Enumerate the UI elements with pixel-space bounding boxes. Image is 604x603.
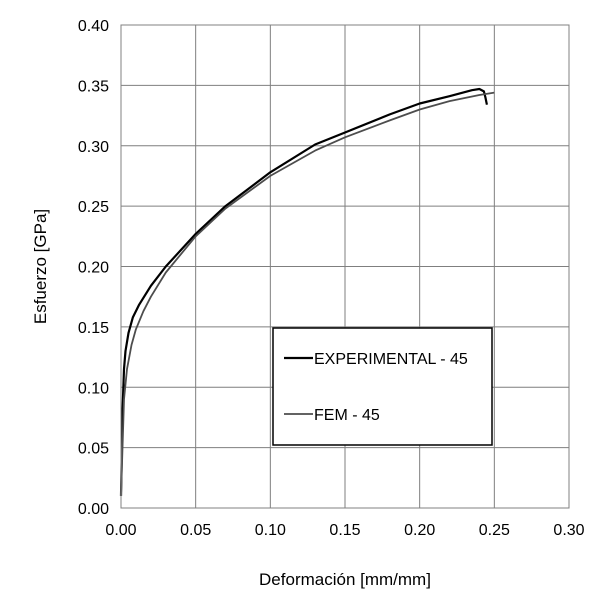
- x-tick-label: 0.25: [479, 522, 510, 539]
- y-tick-label: 0.10: [78, 380, 109, 397]
- plot-area-frame: [120, 24, 570, 509]
- x-tick-label: 0.00: [105, 522, 136, 539]
- legend: EXPERIMENTAL - 45 FEM - 45: [272, 327, 493, 446]
- series-line-fem: [120, 91, 495, 496]
- y-tick-label: 0.05: [78, 441, 109, 458]
- y-tick-label: 0.20: [78, 260, 109, 277]
- legend-label: EXPERIMENTAL - 45: [314, 351, 468, 368]
- y-axis-title: Esfuerzo [GPa]: [31, 209, 50, 324]
- legend-label: FEM - 45: [314, 407, 380, 424]
- x-tick-label: 0.10: [255, 522, 286, 539]
- series-lines: [119, 87, 495, 496]
- legend-box: [272, 327, 493, 446]
- y-tick-label: 0.25: [78, 199, 109, 216]
- y-tick-label: 0.00: [78, 501, 109, 518]
- tick-labels: 0.00 0.05 0.10 0.15 0.20 0.25 0.30 0.00 0.05 0.10…: [78, 18, 585, 539]
- series-line-experimental: [119, 87, 488, 496]
- x-tick-label: 0.30: [553, 522, 584, 539]
- x-tick-label: 0.20: [404, 522, 435, 539]
- x-tick-label: 0.05: [180, 522, 211, 539]
- y-tick-label: 0.15: [78, 320, 109, 337]
- y-tick-label: 0.30: [78, 139, 109, 156]
- y-tick-label: 0.40: [78, 18, 109, 35]
- x-tick-label: 0.15: [329, 522, 360, 539]
- y-tick-label: 0.35: [78, 78, 109, 95]
- x-axis-title: Deformación [mm/mm]: [259, 570, 431, 589]
